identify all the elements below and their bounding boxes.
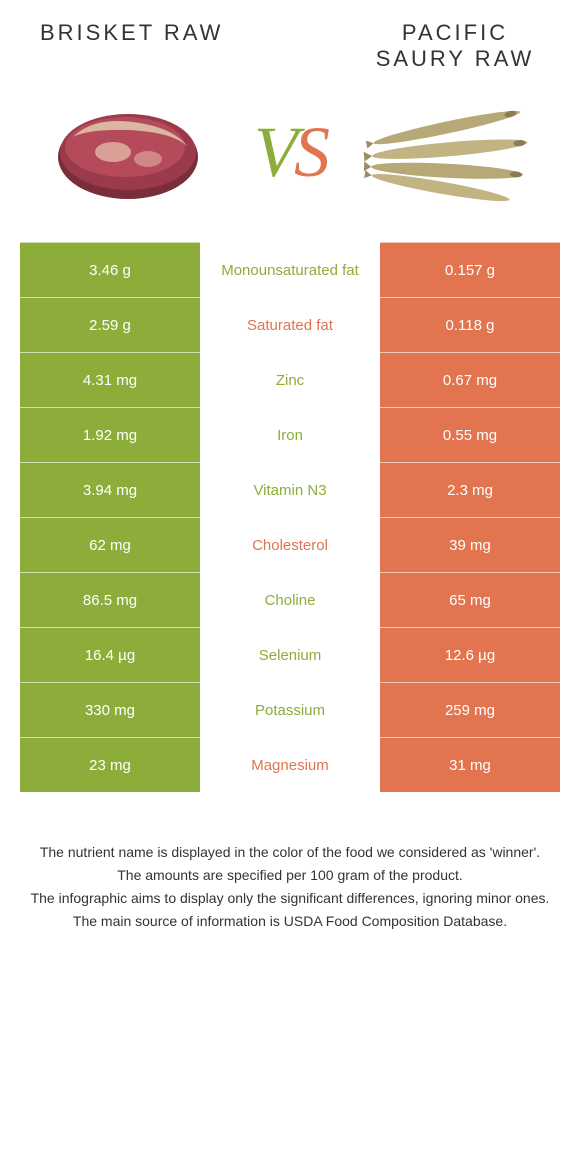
footer-line-3: The infographic aims to display only the… xyxy=(30,888,550,909)
table-row: 4.31 mgZinc0.67 mg xyxy=(20,352,560,407)
table-row: 3.94 mgVitamin N32.3 mg xyxy=(20,462,560,517)
vs-s: S xyxy=(294,112,326,192)
header-row: BRISKET RAW PACIFIC SAURY RAW xyxy=(20,10,560,82)
nutrient-label-cell: Vitamin N3 xyxy=(200,462,380,517)
left-value-cell: 4.31 mg xyxy=(20,352,200,407)
vs-label: VS xyxy=(254,111,326,194)
table-row: 86.5 mgCholine65 mg xyxy=(20,572,560,627)
nutrient-label-cell: Saturated fat xyxy=(200,297,380,352)
footer-line-4: The main source of information is USDA F… xyxy=(30,911,550,932)
table-row: 16.4 µgSelenium12.6 µg xyxy=(20,627,560,682)
right-value-cell: 65 mg xyxy=(380,572,560,627)
table-row: 330 mgPotassium259 mg xyxy=(20,682,560,737)
vs-v: V xyxy=(254,112,294,192)
right-value-cell: 31 mg xyxy=(380,737,560,792)
nutrient-label-cell: Iron xyxy=(200,407,380,462)
nutrient-label-cell: Cholesterol xyxy=(200,517,380,572)
right-value-cell: 0.157 g xyxy=(380,242,560,297)
images-row: VS xyxy=(20,92,560,212)
table-row: 1.92 mgIron0.55 mg xyxy=(20,407,560,462)
nutrient-label-cell: Monounsaturated fat xyxy=(200,242,380,297)
nutrient-label-cell: Choline xyxy=(200,572,380,627)
left-value-cell: 3.94 mg xyxy=(20,462,200,517)
left-value-cell: 86.5 mg xyxy=(20,572,200,627)
right-value-cell: 259 mg xyxy=(380,682,560,737)
left-value-cell: 23 mg xyxy=(20,737,200,792)
table-row: 3.46 gMonounsaturated fat0.157 g xyxy=(20,242,560,297)
nutrient-label-cell: Potassium xyxy=(200,682,380,737)
footer-notes: The nutrient name is displayed in the co… xyxy=(20,842,560,932)
right-value-cell: 39 mg xyxy=(380,517,560,572)
table-row: 2.59 gSaturated fat0.118 g xyxy=(20,297,560,352)
table-row: 23 mgMagnesium31 mg xyxy=(20,737,560,792)
right-value-cell: 0.67 mg xyxy=(380,352,560,407)
nutrient-table: 3.46 gMonounsaturated fat0.157 g2.59 gSa… xyxy=(20,242,560,792)
left-value-cell: 330 mg xyxy=(20,682,200,737)
table-row: 62 mgCholesterol39 mg xyxy=(20,517,560,572)
right-value-cell: 2.3 mg xyxy=(380,462,560,517)
nutrient-label-cell: Selenium xyxy=(200,627,380,682)
right-value-cell: 12.6 µg xyxy=(380,627,560,682)
right-value-cell: 0.55 mg xyxy=(380,407,560,462)
left-value-cell: 62 mg xyxy=(20,517,200,572)
nutrient-label-cell: Magnesium xyxy=(200,737,380,792)
left-value-cell: 2.59 g xyxy=(20,297,200,352)
nutrient-label-cell: Zinc xyxy=(200,352,380,407)
left-value-cell: 16.4 µg xyxy=(20,627,200,682)
footer-line-1: The nutrient name is displayed in the co… xyxy=(30,842,550,863)
left-value-cell: 3.46 g xyxy=(20,242,200,297)
left-value-cell: 1.92 mg xyxy=(20,407,200,462)
left-food-image xyxy=(38,92,218,212)
left-food-title: BRISKET RAW xyxy=(20,10,360,56)
footer-line-2: The amounts are specified per 100 gram o… xyxy=(30,865,550,886)
right-value-cell: 0.118 g xyxy=(380,297,560,352)
right-food-image xyxy=(362,92,542,212)
right-food-title: PACIFIC SAURY RAW xyxy=(360,10,560,82)
